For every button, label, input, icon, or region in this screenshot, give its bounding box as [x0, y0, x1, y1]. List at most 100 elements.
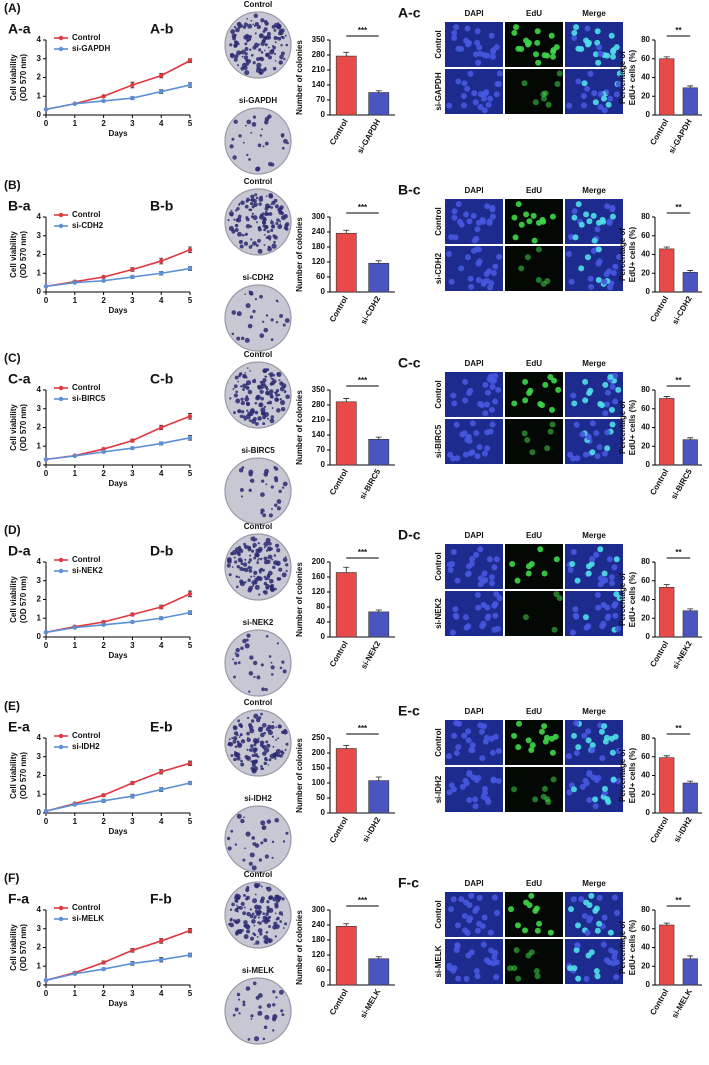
nucleus	[474, 226, 481, 233]
nucleus	[573, 613, 580, 620]
colony	[235, 390, 238, 394]
error-bar	[663, 584, 670, 588]
colony	[265, 912, 269, 916]
nucleus	[526, 902, 533, 909]
point	[159, 425, 164, 430]
legend-label: Control	[72, 731, 100, 740]
nucleus	[575, 744, 582, 751]
panel-label: F-a	[8, 891, 29, 907]
colony	[248, 723, 253, 728]
nucleus	[524, 436, 531, 443]
colony	[246, 39, 249, 43]
nucleus	[496, 253, 503, 260]
colony	[252, 542, 257, 548]
nucleus	[489, 749, 496, 756]
nucleus	[556, 595, 563, 602]
colony	[276, 408, 281, 413]
colony	[266, 559, 271, 565]
colony	[265, 935, 268, 937]
colony	[268, 238, 272, 241]
x-tick-label: si-BIRC5	[358, 467, 383, 501]
nucleus	[593, 968, 600, 975]
dish-label: Control	[244, 870, 272, 879]
x-tick-label: 0	[44, 296, 49, 305]
error-bar	[375, 436, 382, 440]
nucleus	[609, 213, 616, 220]
nucleus	[542, 738, 549, 745]
x-tick-label: 3	[130, 469, 135, 478]
bar	[335, 55, 357, 116]
y-axis-label: EdU+ cells (%)	[628, 571, 637, 627]
panel-label: C-c	[398, 355, 421, 371]
dish-label: Control	[244, 522, 272, 531]
error-bar	[663, 755, 670, 758]
y-tick-label: 40	[641, 943, 650, 952]
y-tick-label: 40	[641, 595, 650, 604]
nucleus	[595, 260, 602, 267]
nucleus	[464, 254, 471, 261]
y-axis-label: (OD 570 nm)	[19, 752, 28, 799]
colony	[266, 743, 271, 748]
nucleus	[474, 592, 481, 599]
colony	[282, 840, 286, 843]
colony	[268, 400, 273, 405]
nucleus	[534, 927, 541, 934]
significance-label: ***	[358, 203, 368, 212]
y-tick-label: 0	[37, 980, 42, 989]
colony	[258, 197, 264, 202]
x-tick-label: 4	[159, 119, 164, 128]
nucleus	[535, 246, 542, 253]
panel-label: F-b	[150, 891, 172, 907]
colony	[260, 885, 263, 888]
y-tick-label: 3	[37, 576, 42, 585]
x-tick-label: Control	[648, 816, 670, 845]
colony	[236, 311, 242, 317]
nucleus	[493, 556, 500, 563]
nucleus	[462, 397, 469, 404]
colony	[242, 911, 247, 916]
colony	[274, 60, 277, 62]
colony	[244, 204, 249, 209]
point	[43, 107, 49, 112]
colony	[265, 586, 270, 590]
colony	[279, 754, 283, 758]
colony	[275, 738, 277, 741]
nucleus	[579, 431, 586, 438]
nucleus	[527, 387, 534, 394]
nucleus	[516, 720, 523, 727]
bar	[335, 925, 357, 986]
colony	[250, 766, 254, 770]
colony	[247, 545, 252, 550]
legend-label: si-BIRC5	[72, 394, 106, 403]
colony	[272, 1029, 275, 1032]
colony	[260, 732, 265, 738]
row-label: (A)	[4, 1, 21, 15]
column-header: DAPI	[464, 707, 483, 716]
nucleus	[606, 219, 613, 226]
dish-label: si-GAPDH	[239, 96, 277, 105]
point	[187, 952, 193, 958]
legend-label: si-MELK	[72, 914, 104, 923]
colony	[242, 383, 247, 389]
point	[72, 280, 78, 285]
y-tick-label: 3	[37, 54, 42, 63]
row-header: si-IDH2	[434, 775, 443, 803]
error-bar	[375, 956, 382, 959]
nucleus	[585, 434, 592, 441]
nucleus	[566, 102, 573, 109]
nucleus	[482, 738, 489, 745]
colony	[252, 45, 257, 50]
colony	[256, 675, 261, 680]
nucleus	[613, 959, 620, 966]
point	[101, 960, 106, 965]
colony	[259, 333, 265, 339]
colony	[240, 646, 244, 651]
legend-marker	[58, 223, 64, 229]
colony	[268, 212, 273, 216]
point	[159, 441, 164, 446]
colony	[263, 541, 269, 547]
nucleus	[464, 85, 471, 92]
y-tick-label: 0	[37, 110, 42, 119]
nucleus	[587, 387, 594, 394]
x-tick-label: Control	[328, 295, 350, 324]
